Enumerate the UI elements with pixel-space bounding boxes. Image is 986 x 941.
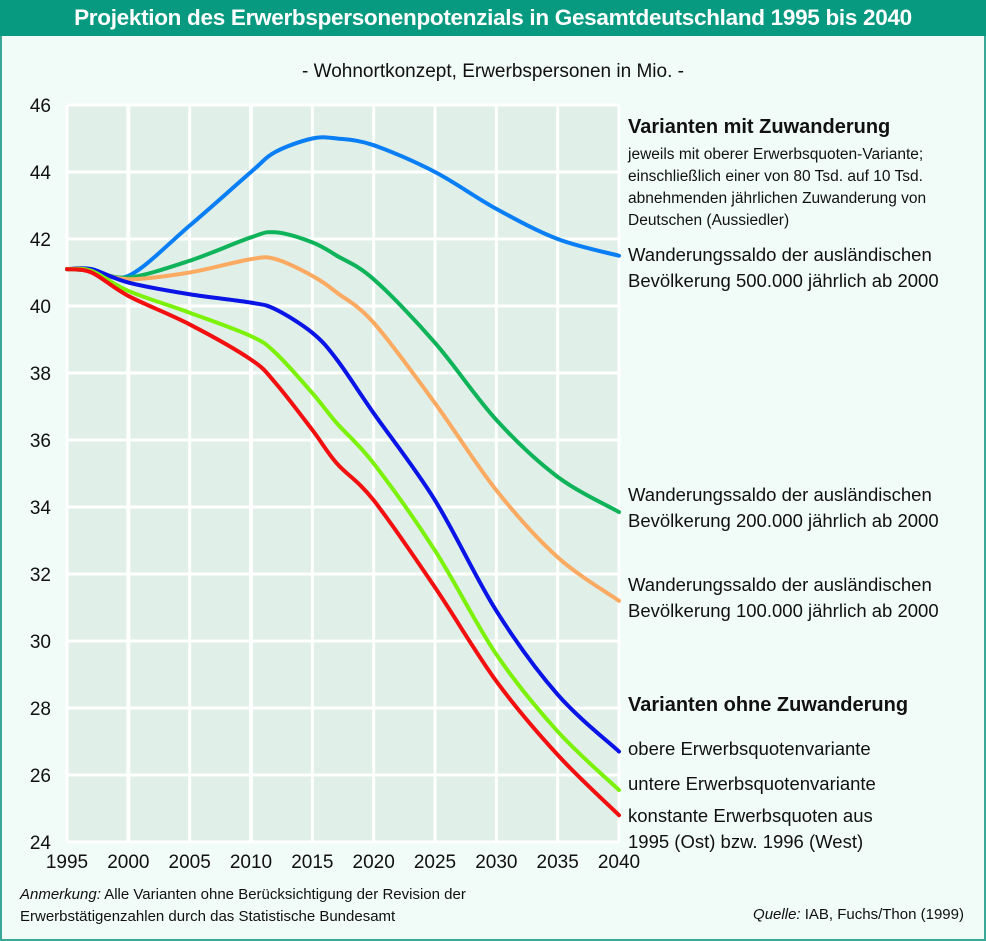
legend-label: Wanderungssaldo der ausländischen (628, 574, 932, 595)
legend-label: Bevölkerung 200.000 jährlich ab 2000 (628, 510, 939, 531)
y-tick-label: 46 (30, 96, 51, 117)
x-tick-label: 2005 (169, 852, 211, 873)
footnote-label: Anmerkung: (20, 886, 101, 903)
legend-label: 1995 (Ost) bzw. 1996 (West) (628, 831, 864, 852)
legend-desc-line: jeweils mit oberer Erwerbsquoten-Variant… (628, 146, 924, 163)
legend-label: konstante Erwerbsquoten aus (628, 805, 873, 826)
legend-label: Wanderungssaldo der ausländischen (628, 484, 932, 505)
y-tick-label: 44 (30, 163, 52, 184)
x-tick-label: 2030 (475, 852, 517, 873)
x-tick-label: 2025 (414, 852, 456, 873)
legend-label: Wanderungssaldo der ausländischen (628, 244, 932, 265)
y-tick-label: 36 (30, 431, 51, 452)
y-tick-label: 28 (30, 699, 51, 720)
legend-description: jeweils mit oberer Erwerbsquoten-Variant… (628, 144, 926, 232)
legend-desc-line: einschließlich einer von 80 Tsd. auf 10 … (628, 168, 923, 185)
series-line-4 (65, 266, 621, 754)
legend-label: Bevölkerung 500.000 jährlich ab 2000 (628, 270, 939, 291)
x-tick-label: 2000 (107, 852, 149, 873)
y-tick-label: 40 (30, 297, 51, 318)
x-tick-label: 2010 (230, 852, 272, 873)
grid-lines (65, 103, 621, 844)
chart-subtitle: - Wohnortkonzept, Erwerbspersonen in Mio… (302, 61, 684, 82)
legend-item-obere: obere Erwerbsquotenvariante (628, 738, 871, 759)
y-tick-label: 30 (30, 632, 51, 653)
y-axis-ticks: 24 26 28 30 32 34 36 38 40 42 44 46 (30, 96, 52, 854)
legend-item-200k: Wanderungssaldo der ausländischen Bevölk… (628, 482, 939, 534)
legend-desc-line: Deutschen (Aussiedler) (628, 212, 790, 229)
legend-desc-line: abnehmenden jährlichen Zuwanderung von (628, 190, 927, 207)
source-note: Quelle: IAB, Fuchs/Thon (1999) (753, 906, 964, 923)
y-tick-label: 42 (30, 230, 51, 251)
x-axis-ticks: 1995 2000 2005 2010 2015 2020 2025 2030 2035 2040 (46, 852, 640, 873)
legend-item-konstant: konstante Erwerbsquoten aus 1995 (Ost) b… (628, 803, 873, 855)
footnote: Anmerkung: Alle Varianten ohne Berücksic… (20, 884, 466, 928)
y-tick-label: 34 (30, 498, 52, 519)
x-tick-label: 2040 (598, 852, 640, 873)
legend-item-100k: Wanderungssaldo der ausländischen Bevölk… (628, 572, 939, 624)
y-tick-label: 38 (30, 364, 51, 385)
source-label: Quelle: (753, 906, 801, 923)
x-tick-label: 2015 (291, 852, 333, 873)
x-tick-label: 2020 (353, 852, 395, 873)
series-line-3 (65, 255, 621, 603)
series-lines (65, 135, 621, 818)
legend-item-untere: untere Erwerbsquotenvariante (628, 773, 876, 794)
y-tick-label: 32 (30, 565, 51, 586)
x-tick-label: 2035 (537, 852, 579, 873)
series-line-6 (65, 267, 621, 818)
source-text: IAB, Fuchs/Thon (1999) (800, 906, 964, 923)
y-tick-label: 26 (30, 766, 51, 787)
chart-title: Projektion des Erwerbspersonenpotenzials… (0, 0, 986, 36)
footnote-text: Alle Varianten ohne Berücksichtigung der… (100, 886, 466, 903)
legend-heading-without-migration: Varianten ohne Zuwanderung (628, 694, 909, 716)
footnote-text: Erwerbstätigenzahlen durch das Statistis… (20, 908, 396, 925)
x-tick-label: 1995 (46, 852, 88, 873)
legend-heading-with-migration: Varianten mit Zuwanderung (628, 116, 891, 138)
y-tick-label: 24 (30, 833, 52, 854)
series-line-5 (65, 266, 621, 793)
legend-label: Bevölkerung 100.000 jährlich ab 2000 (628, 600, 939, 621)
legend-item-500k: Wanderungssaldo der ausländischen Bevölk… (628, 242, 939, 294)
